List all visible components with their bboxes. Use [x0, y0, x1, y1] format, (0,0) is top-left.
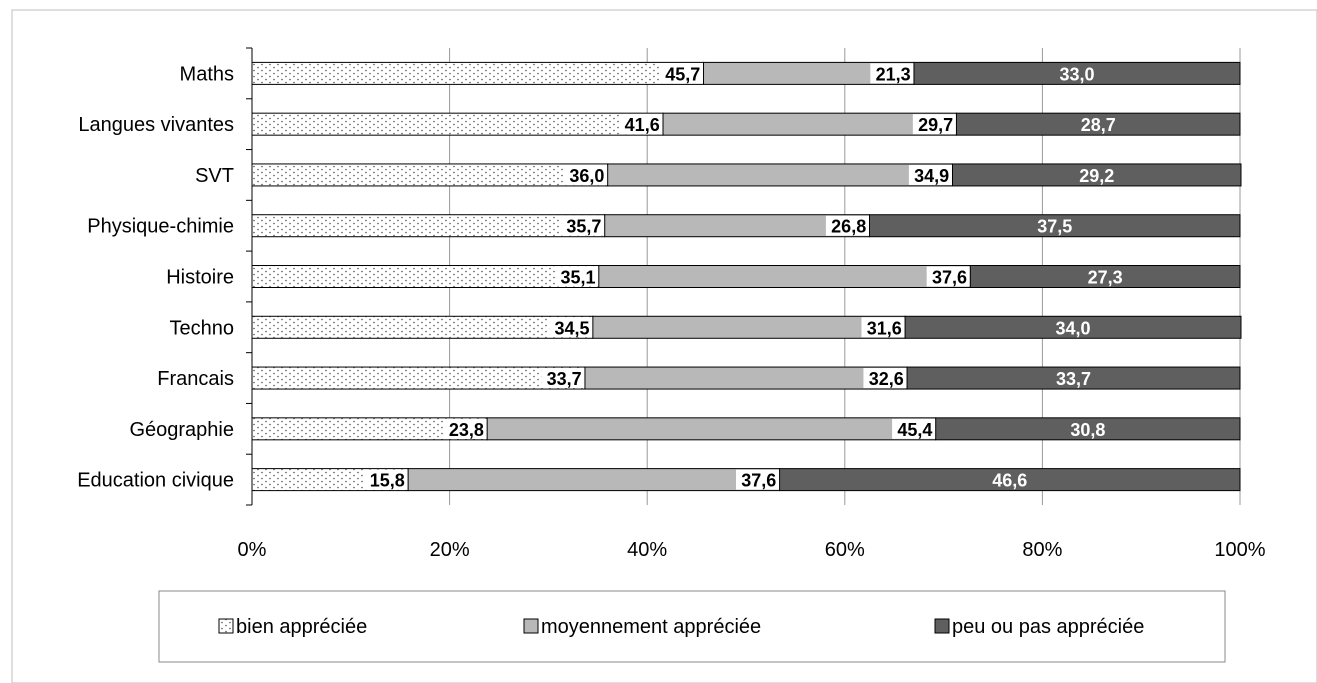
- data-label-bg: [825, 215, 872, 236]
- data-label: 26,8: [831, 217, 866, 237]
- data-label: 29,7: [918, 115, 953, 135]
- data-label: 34,9: [914, 166, 949, 186]
- legend-label: moyennement appréciée: [541, 616, 761, 638]
- data-label: 27,3: [1088, 268, 1123, 288]
- data-label-bg: [555, 266, 601, 287]
- bar-segment: [251, 61, 705, 85]
- data-label: 31,6: [867, 318, 902, 338]
- data-label: 33,7: [547, 369, 582, 389]
- category-label: Francais: [157, 368, 234, 390]
- bar-segment: [955, 112, 1241, 136]
- x-tick-label: 100%: [1214, 539, 1265, 561]
- x-tick-label: 20%: [430, 539, 470, 561]
- legend-label: peu ou pas appréciée: [952, 616, 1144, 638]
- legend-swatch: [218, 618, 234, 634]
- data-label: 34,0: [1056, 318, 1091, 338]
- data-label: 36,0: [569, 166, 604, 186]
- bar-segment: [251, 265, 600, 288]
- data-label-bg: [619, 114, 666, 135]
- category-label: Education civique: [77, 470, 234, 492]
- bar-segment: [251, 214, 606, 238]
- data-label: 35,7: [566, 217, 601, 237]
- bar-segment: [935, 417, 1241, 441]
- data-label-bg: [870, 63, 916, 84]
- data-label-bg: [861, 317, 908, 338]
- data-label: 34,5: [555, 318, 590, 338]
- category-label: Géographie: [129, 419, 234, 441]
- data-label: 45,4: [897, 420, 932, 440]
- category-label: Physique-chimie: [87, 216, 234, 238]
- data-label-bg: [541, 368, 587, 389]
- data-label: 30,8: [1070, 420, 1105, 440]
- legend-label: bien appréciée: [236, 616, 367, 638]
- bar-segment: [584, 366, 908, 390]
- data-label-bg: [561, 215, 607, 236]
- bar-segment: [251, 163, 609, 187]
- data-label-bg: [863, 368, 910, 389]
- category-label: Histoire: [166, 267, 234, 289]
- data-label-bg: [549, 317, 595, 338]
- bar-segment: [598, 265, 971, 288]
- bar-segment: [662, 112, 957, 136]
- data-label-bg: [659, 63, 706, 84]
- outer-frame: [11, 9, 1317, 683]
- data-label-bg: [364, 469, 411, 490]
- bar-segment: [251, 366, 586, 390]
- x-tick-label: 60%: [825, 539, 865, 561]
- data-label-bg: [912, 114, 959, 135]
- data-label: 33,0: [1059, 64, 1094, 84]
- data-label: 29,2: [1079, 166, 1114, 186]
- data-label: 21,3: [876, 64, 911, 84]
- data-label: 23,8: [449, 420, 484, 440]
- data-label: 45,7: [665, 64, 700, 84]
- data-label: 28,7: [1081, 115, 1116, 135]
- data-label-bg: [564, 164, 610, 185]
- data-label-bg: [443, 418, 490, 439]
- x-tick-label: 80%: [1022, 539, 1062, 561]
- legend-swatch: [523, 618, 539, 634]
- data-label: 37,6: [741, 471, 776, 491]
- plot-area: Maths 45,7 21,3 33,0 Langues vivantes 41,6 29,…: [77, 47, 1266, 561]
- bar-segment: [951, 163, 1242, 187]
- bar-segment: [592, 315, 906, 339]
- data-label: 41,6: [625, 115, 660, 135]
- bar-segment: [904, 315, 1242, 339]
- bar-segment: [779, 468, 1241, 492]
- bar-segment: [607, 163, 953, 187]
- legend-box: [158, 590, 1226, 663]
- bar-segment: [251, 112, 664, 136]
- bar-segment: [913, 61, 1241, 85]
- x-tick-label: 40%: [627, 539, 667, 561]
- data-label: 33,7: [1056, 369, 1091, 389]
- category-label: Maths: [180, 63, 234, 85]
- data-label-bg: [926, 266, 973, 287]
- data-label: 32,6: [869, 369, 904, 389]
- data-label: 37,6: [932, 268, 967, 288]
- data-label: 15,8: [370, 471, 405, 491]
- category-label: SVT: [195, 165, 234, 187]
- bar-segment: [869, 214, 1241, 238]
- category-label: Langues vivantes: [78, 114, 234, 136]
- data-label: 46,6: [992, 471, 1027, 491]
- data-label-bg: [735, 469, 782, 490]
- bar-segment: [906, 366, 1241, 390]
- data-label: 35,1: [560, 268, 595, 288]
- data-label-bg: [908, 164, 955, 185]
- x-tick-label: 0%: [238, 539, 267, 561]
- bar-segment: [486, 417, 937, 441]
- legend-swatch: [934, 618, 950, 634]
- data-label: 37,5: [1037, 217, 1072, 237]
- bar-segment: [251, 315, 594, 339]
- bar-segment: [969, 265, 1241, 288]
- category-label: Techno: [170, 317, 235, 339]
- bar-segment: [407, 468, 781, 492]
- legend: bien appréciée moyennement appréciée peu o…: [158, 590, 1226, 663]
- data-label-bg: [892, 418, 938, 439]
